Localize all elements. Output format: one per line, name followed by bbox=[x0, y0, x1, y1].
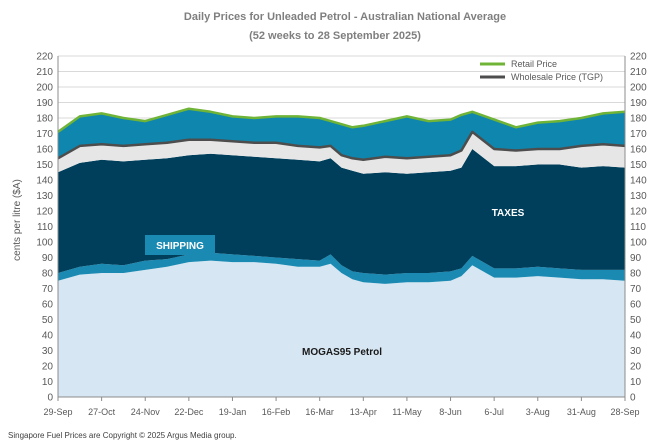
x-tick-label: 24-Nov bbox=[131, 407, 161, 417]
y-tick-label-right: 10 bbox=[630, 377, 642, 388]
x-tick-label: 13-Apr bbox=[350, 407, 377, 417]
wholesale-margin-area bbox=[58, 131, 625, 174]
legend-label-wholesale: Wholesale Price (TGP) bbox=[511, 72, 603, 82]
shipping-label-box bbox=[145, 235, 215, 255]
y-tick-label-left: 40 bbox=[42, 331, 54, 342]
y-tick-label-left: 150 bbox=[36, 160, 53, 171]
y-tick-label-left: 180 bbox=[36, 114, 53, 125]
y-axis-label: cents per litre ($A) bbox=[12, 179, 23, 261]
y-tick-label-left: 10 bbox=[42, 377, 54, 388]
y-tick-label-left: 70 bbox=[42, 284, 54, 295]
y-tick-label-right: 160 bbox=[630, 145, 647, 156]
y-tick-label-left: 170 bbox=[36, 129, 53, 140]
chart-subtitle: (52 weeks to 28 September 2025) bbox=[249, 30, 421, 42]
y-tick-label-right: 30 bbox=[630, 346, 642, 357]
x-tick-label: 8-Jun bbox=[439, 407, 462, 417]
y-tick-label-right: 110 bbox=[630, 222, 646, 233]
y-tick-label-right: 80 bbox=[630, 269, 642, 280]
y-tick-label-left: 130 bbox=[36, 191, 53, 202]
taxes-label: TAXES bbox=[492, 208, 525, 219]
mogas-label: MOGAS95 Petrol bbox=[302, 347, 382, 358]
x-tick-label: 16-Mar bbox=[305, 407, 334, 417]
retail-price-line bbox=[57, 107, 626, 133]
y-tick-label-left: 30 bbox=[42, 346, 54, 357]
y-tick-label-left: 0 bbox=[47, 393, 53, 404]
y-tick-label-left: 50 bbox=[42, 315, 54, 326]
y-tick-label-left: 120 bbox=[36, 207, 53, 218]
x-tick-label: 27-Oct bbox=[88, 407, 116, 417]
y-tick-labels-left: 0 10 20 30 40 50 60 70 80 90 100 110 120 130 140 150 160… bbox=[36, 52, 53, 404]
legend: Retail Price Wholesale Price (TGP) bbox=[480, 59, 603, 82]
y-tick-label-right: 220 bbox=[630, 52, 647, 63]
y-tick-labels-right: 0 10 20 30 40 50 60 70 80 90 100 110 120 130 140 150 160… bbox=[630, 52, 647, 404]
y-tick-label-right: 40 bbox=[630, 331, 642, 342]
y-tick-label-left: 80 bbox=[42, 269, 54, 280]
y-tick-label-right: 20 bbox=[630, 362, 642, 373]
x-tick-label: 29-Sep bbox=[43, 407, 72, 417]
x-tick-label: 16-Feb bbox=[262, 407, 291, 417]
y-tick-label-right: 100 bbox=[630, 238, 647, 249]
y-tick-label-right: 180 bbox=[630, 114, 647, 125]
copyright-footer: Singapore Fuel Prices are Copyright © 20… bbox=[8, 431, 237, 440]
y-tick-label-left: 160 bbox=[36, 145, 53, 156]
y-tick-label-right: 210 bbox=[630, 67, 647, 78]
y-tick-label-left: 200 bbox=[36, 83, 53, 94]
y-tick-label-left: 220 bbox=[36, 52, 53, 63]
y-tick-label-right: 140 bbox=[630, 176, 647, 187]
y-tick-label-right: 90 bbox=[630, 253, 642, 264]
x-tick-label: 28-Sep bbox=[610, 407, 639, 417]
y-tick-label-right: 130 bbox=[630, 191, 647, 202]
y-tick-label-right: 50 bbox=[630, 315, 642, 326]
wholesale-price-line bbox=[57, 130, 626, 162]
y-tick-label-right: 120 bbox=[630, 207, 647, 218]
y-tick-label-left: 140 bbox=[36, 176, 53, 187]
y-tick-label-right: 150 bbox=[630, 160, 647, 171]
y-tick-label-right: 170 bbox=[630, 129, 647, 140]
y-tick-label-left: 210 bbox=[36, 67, 53, 78]
y-tick-label-right: 0 bbox=[630, 393, 636, 404]
x-tick-labels: 29-Sep 27-Oct 24-Nov 22-Dec 19-Jan 16-Feb 16-M… bbox=[43, 407, 639, 417]
retail-margin-area bbox=[58, 108, 625, 160]
y-tick-label-left: 20 bbox=[42, 362, 54, 373]
y-tick-label-left: 60 bbox=[42, 300, 54, 311]
price-lines bbox=[57, 107, 626, 162]
shipping-label: SHIPPING bbox=[156, 241, 204, 252]
y-tick-label-right: 60 bbox=[630, 300, 642, 311]
y-tick-label-left: 190 bbox=[36, 98, 53, 109]
y-tick-label-left: 110 bbox=[37, 222, 53, 233]
axes bbox=[57, 56, 626, 401]
taxes-area bbox=[58, 149, 625, 275]
y-tick-label-left: 90 bbox=[42, 253, 54, 264]
mogas-area bbox=[58, 260, 625, 397]
y-tick-label-right: 200 bbox=[630, 83, 647, 94]
y-tick-label-left: 100 bbox=[36, 238, 53, 249]
x-tick-label: 31-Aug bbox=[567, 407, 596, 417]
shipping-area bbox=[58, 252, 625, 284]
x-tick-label: 11-May bbox=[392, 407, 422, 417]
x-tick-label: 6-Jul bbox=[484, 407, 504, 417]
chart-title: Daily Prices for Unleaded Petrol - Austr… bbox=[184, 11, 506, 23]
legend-label-retail: Retail Price bbox=[511, 59, 557, 69]
y-tick-label-right: 190 bbox=[630, 98, 647, 109]
x-tick-label: 19-Jan bbox=[219, 407, 247, 417]
y-tick-label-right: 70 bbox=[630, 284, 642, 295]
x-tick-label: 22-Dec bbox=[174, 407, 204, 417]
x-tick-label: 3-Aug bbox=[526, 407, 550, 417]
